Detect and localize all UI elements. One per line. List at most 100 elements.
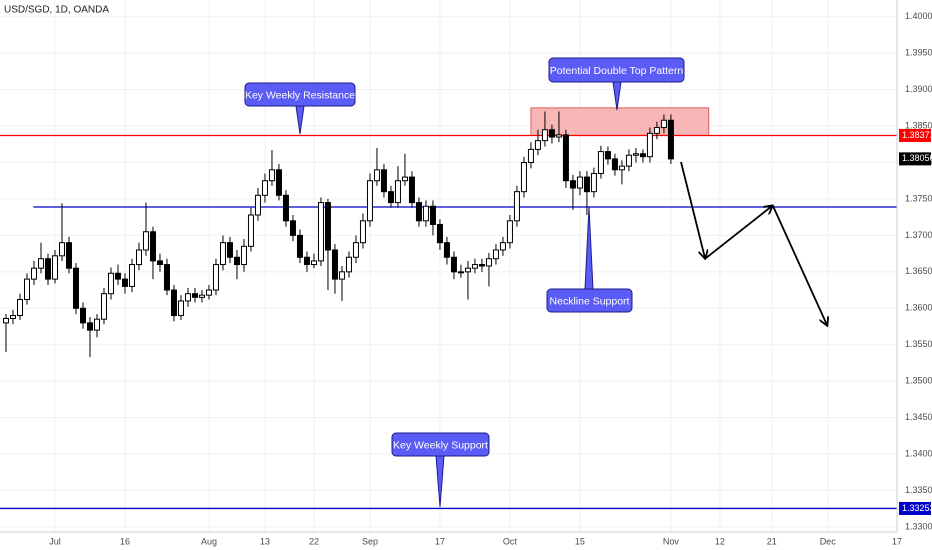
price-label: 1.33253	[902, 503, 932, 513]
price-label: 1.38371	[902, 130, 932, 140]
candle-body	[51, 255, 58, 280]
candle-body	[79, 307, 86, 324]
candle-body	[443, 242, 450, 258]
pattern-zone	[530, 107, 710, 136]
y-tick-label: 1.39000	[905, 84, 932, 94]
candles	[2, 111, 674, 358]
candle-body	[534, 140, 541, 150]
candle-body	[303, 256, 310, 266]
candle-body	[212, 264, 219, 291]
price-label-box	[899, 128, 931, 142]
y-tick-label: 1.35000	[905, 376, 932, 386]
current-price-box	[899, 152, 931, 166]
x-tick-label: Nov	[663, 536, 680, 546]
candle-body	[576, 176, 583, 189]
candle-body	[639, 153, 646, 158]
candle-body	[240, 245, 247, 266]
candle-body	[205, 289, 212, 296]
callout-pointer	[612, 81, 622, 111]
y-tick-label: 1.36500	[905, 266, 932, 276]
candle-body	[86, 322, 93, 331]
candle-body	[156, 260, 163, 266]
y-tick-label: 1.33500	[905, 485, 932, 495]
y-tick-label: 1.38500	[905, 120, 932, 130]
candle-body	[359, 220, 366, 244]
candle-body	[44, 258, 51, 280]
candle-body	[331, 249, 338, 280]
candle-body	[520, 162, 527, 193]
candle-body	[72, 267, 79, 309]
candle-body	[9, 315, 16, 319]
callout-pointer	[435, 455, 445, 508]
candle-body	[170, 289, 177, 317]
candle-body	[163, 264, 170, 291]
price-label-box	[899, 501, 931, 515]
y-tick-label: 1.35500	[905, 339, 932, 349]
candle-body	[114, 272, 121, 280]
candle-body	[233, 256, 240, 266]
candle-body	[492, 249, 499, 260]
callout-text: Key Weekly Resistance	[245, 89, 355, 101]
candle-body	[422, 205, 429, 222]
callout-box	[391, 432, 490, 457]
candle-body	[65, 242, 72, 269]
arrow	[680, 161, 705, 258]
y-tick-label: 1.34500	[905, 412, 932, 422]
candle-body	[58, 242, 65, 257]
candle-body	[597, 151, 604, 174]
current-price-label: 1.38050	[902, 153, 932, 163]
candle-body	[275, 169, 282, 196]
candle-body	[604, 151, 611, 160]
candle-body	[93, 318, 100, 331]
candle-body	[345, 256, 352, 273]
candle-body	[457, 271, 464, 274]
callout-box	[244, 82, 356, 107]
candle-body	[366, 180, 373, 222]
candle-body	[499, 242, 506, 251]
candle-body	[289, 220, 296, 236]
candle-body	[632, 153, 639, 156]
candle-body	[191, 293, 198, 298]
callout-text: Key Weekly Support	[393, 439, 488, 451]
y-tick-label: 1.36000	[905, 303, 932, 313]
candle-body	[408, 176, 415, 204]
candle-body	[415, 202, 422, 222]
x-tick-label: 13	[260, 536, 270, 546]
candle-body	[471, 264, 478, 269]
candle-body	[569, 180, 576, 189]
candle-body	[485, 258, 492, 267]
x-tick-label: 22	[309, 536, 319, 546]
candle-body	[2, 317, 9, 324]
candle-body	[506, 220, 513, 244]
candle-body	[135, 249, 142, 266]
candle-body	[625, 154, 632, 167]
y-tick-label: 1.33000	[905, 521, 932, 531]
x-tick-label: Sep	[362, 536, 378, 546]
arrow	[772, 205, 827, 325]
candle-body	[177, 300, 184, 317]
projection-arrows	[680, 161, 827, 325]
callout-box	[548, 57, 685, 83]
candle-body	[317, 202, 324, 262]
candle-body	[436, 223, 443, 244]
candle-body	[100, 293, 107, 320]
candle-body	[296, 234, 303, 258]
x-tick-label: 16	[120, 536, 130, 546]
candle-body	[667, 119, 674, 160]
candle-body	[37, 258, 44, 269]
candle-body	[310, 260, 317, 266]
candle-body	[324, 202, 331, 251]
y-tick-label: 1.34000	[905, 448, 932, 458]
candle-body	[184, 293, 191, 302]
arrow	[705, 206, 772, 259]
candle-body	[646, 132, 653, 158]
candle-body	[247, 214, 254, 247]
chart-title: USD/SGD, 1D, OANDA	[4, 5, 109, 16]
callout-pointer	[295, 105, 305, 135]
candle-body	[513, 191, 520, 222]
x-tick-label: 15	[575, 536, 585, 546]
candle-body	[219, 242, 226, 266]
callout-text: Potential Double Top Pattern	[550, 65, 684, 77]
y-tick-label: 1.40000	[905, 11, 932, 21]
candle-body	[555, 134, 562, 138]
